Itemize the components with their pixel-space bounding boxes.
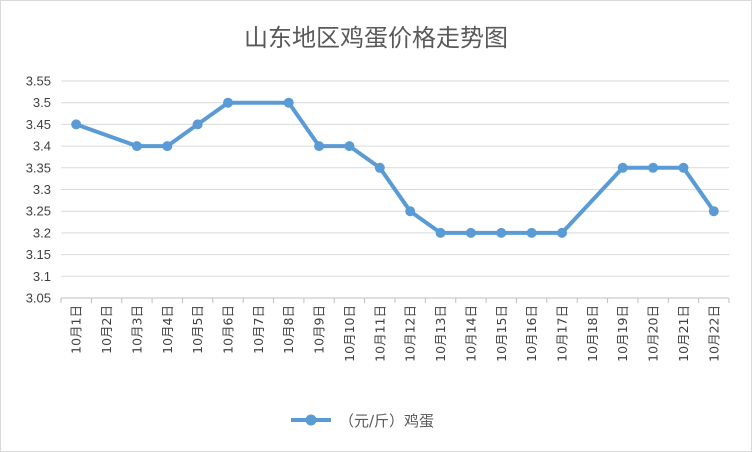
- x-tick-label: 10月3日: [129, 305, 144, 354]
- y-tick-label: 3.5: [33, 95, 51, 110]
- x-tick-label: 10月1日: [69, 305, 84, 354]
- data-point[interactable]: [314, 141, 325, 152]
- data-point[interactable]: [435, 227, 446, 238]
- x-tick-label: 10月9日: [312, 305, 327, 354]
- x-tick-label: 10月17日: [555, 305, 570, 362]
- legend[interactable]: （元/斤）鸡蛋: [291, 412, 434, 430]
- data-point[interactable]: [465, 227, 476, 238]
- data-point[interactable]: [526, 227, 537, 238]
- x-tick-label: 10月4日: [160, 305, 175, 354]
- x-tick-label: 10月8日: [281, 305, 296, 354]
- x-tick-label: 10月14日: [463, 305, 478, 362]
- chart-title: 山东地区鸡蛋价格走势图: [244, 24, 508, 52]
- series-layer: [71, 97, 719, 238]
- data-point[interactable]: [71, 119, 82, 130]
- data-point[interactable]: [648, 162, 659, 173]
- y-tick-label: 3.25: [26, 204, 51, 219]
- y-tick-label: 3.05: [26, 291, 51, 306]
- x-tick-label: 10月2日: [99, 305, 114, 354]
- data-point[interactable]: [708, 206, 719, 217]
- y-tick-label: 3.35: [26, 160, 51, 175]
- data-point[interactable]: [678, 162, 689, 173]
- x-axis: [60, 297, 730, 303]
- x-axis-tick-labels: 10月1日 10月2日 10月3日 10月4日 10月5日 10月6日 10月7日 10月8日…: [69, 305, 722, 362]
- y-tick-label: 3.3: [33, 182, 51, 197]
- y-tick-label: 3.1: [33, 269, 51, 284]
- y-axis-tick-labels: 3.05 3.1 3.15 3.2 3.25 3.3 3.35 3.4 3.45 3.5 3.55: [26, 74, 51, 306]
- y-tick-label: 3.15: [26, 247, 51, 262]
- x-tick-label: 10月5日: [190, 305, 205, 354]
- data-point[interactable]: [162, 141, 173, 152]
- data-point[interactable]: [374, 162, 385, 173]
- x-tick-label: 10月22日: [706, 305, 721, 362]
- data-point[interactable]: [617, 162, 628, 173]
- y-tick-label: 3.45: [26, 117, 51, 132]
- x-tick-label: 10月11日: [372, 305, 387, 362]
- x-tick-label: 10月10日: [342, 305, 357, 362]
- data-point[interactable]: [283, 97, 294, 108]
- data-point[interactable]: [557, 227, 567, 238]
- x-tick-label: 10月18日: [585, 305, 600, 362]
- data-point[interactable]: [131, 141, 142, 152]
- x-tick-label: 10月6日: [221, 305, 236, 354]
- x-tick-label: 10月20日: [646, 305, 661, 362]
- data-point[interactable]: [496, 227, 507, 238]
- x-tick-label: 10月16日: [524, 305, 539, 362]
- x-tick-label: 10月12日: [403, 305, 418, 362]
- x-tick-label: 10月21日: [676, 305, 691, 362]
- data-point[interactable]: [405, 206, 416, 217]
- y-tick-label: 3.4: [33, 139, 51, 154]
- x-tick-label: 10月13日: [433, 305, 448, 362]
- data-point[interactable]: [223, 97, 233, 108]
- y-tick-label: 3.2: [33, 225, 51, 240]
- x-tick-label: 10月7日: [251, 305, 266, 354]
- x-tick-label: 10月19日: [615, 305, 630, 362]
- legend-label: （元/斤）鸡蛋: [339, 412, 434, 430]
- legend-marker-icon: [305, 414, 317, 426]
- y-tick-label: 3.55: [26, 74, 51, 89]
- data-point[interactable]: [192, 119, 203, 130]
- data-point[interactable]: [344, 141, 355, 152]
- x-tick-label: 10月15日: [494, 305, 509, 362]
